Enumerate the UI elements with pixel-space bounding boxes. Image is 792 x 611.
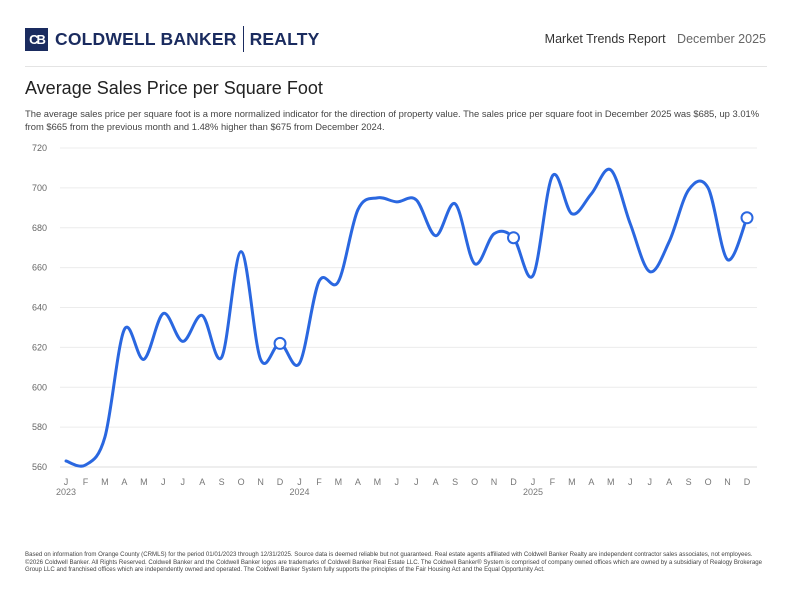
- y-tick-label: 560: [32, 462, 47, 472]
- y-tick-label: 580: [32, 422, 47, 432]
- x-tick-label: M: [335, 477, 343, 487]
- x-tick-label: J: [161, 477, 166, 487]
- y-tick-label: 720: [32, 143, 47, 153]
- x-tick-label: D: [744, 477, 751, 487]
- x-tick-label: A: [588, 477, 594, 487]
- x-tick-label: J: [647, 477, 652, 487]
- x-tick-label: D: [510, 477, 517, 487]
- x-tick-label: F: [316, 477, 322, 487]
- y-tick-label: 620: [32, 342, 47, 352]
- x-tick-label: A: [121, 477, 127, 487]
- x-tick-label: S: [452, 477, 458, 487]
- y-tick-label: 600: [32, 382, 47, 392]
- x-tick-label: A: [199, 477, 205, 487]
- year-label: 2023: [56, 487, 76, 497]
- logo-divider: [242, 26, 244, 52]
- x-tick-label: J: [628, 477, 633, 487]
- x-tick-label: M: [140, 477, 148, 487]
- x-tick-label: N: [257, 477, 264, 487]
- x-tick-label: F: [550, 477, 556, 487]
- highlight-point: [273, 336, 287, 350]
- page-title: Average Sales Price per Square Foot: [25, 78, 323, 98]
- brand-sub: REALTY: [249, 28, 320, 49]
- x-tick-label: F: [83, 477, 89, 487]
- x-tick-label: A: [355, 477, 361, 487]
- x-tick-label: O: [705, 477, 712, 487]
- x-tick-label: J: [64, 477, 69, 487]
- x-tick-label: S: [219, 477, 225, 487]
- x-tick-label: N: [491, 477, 498, 487]
- x-tick-label: M: [607, 477, 615, 487]
- x-tick-label: O: [238, 477, 245, 487]
- highlight-point: [507, 231, 521, 245]
- x-tick-label: A: [666, 477, 672, 487]
- x-tick-label: J: [395, 477, 400, 487]
- report-date: December 2025: [677, 32, 766, 46]
- footer-disclaimer: Based on information from Orange County …: [25, 551, 762, 574]
- x-tick-label: N: [724, 477, 731, 487]
- report-title: Market Trends Report: [544, 32, 666, 46]
- series-line: [64, 167, 749, 468]
- x-tick-label: M: [568, 477, 576, 487]
- x-tick-label: D: [277, 477, 284, 487]
- x-tick-label: M: [101, 477, 109, 487]
- x-tick-label: S: [686, 477, 692, 487]
- x-tick-label: A: [433, 477, 439, 487]
- description: The average sales price per square foot …: [25, 108, 760, 132]
- x-tick-label: J: [297, 477, 302, 487]
- y-tick-label: 640: [32, 303, 47, 313]
- x-tick-label: O: [471, 477, 478, 487]
- x-tick-label: M: [374, 477, 382, 487]
- year-label: 2025: [523, 487, 543, 497]
- x-tick-label: J: [531, 477, 536, 487]
- highlight-point: [740, 211, 754, 225]
- year-label: 2024: [289, 487, 309, 497]
- coldwell-banker-logo: CB COLDWELL BANKER REALTY: [25, 26, 319, 52]
- y-tick-label: 700: [32, 183, 47, 193]
- x-tick-label: J: [414, 477, 419, 487]
- brand-name: COLDWELL BANKER: [55, 28, 237, 49]
- report-info: Market Trends Report December 2025: [545, 32, 766, 46]
- header-divider: [25, 66, 767, 67]
- y-tick-label: 680: [32, 223, 47, 233]
- y-tick-label: 660: [32, 263, 47, 273]
- logo-mark: CB: [25, 27, 48, 51]
- x-tick-label: J: [180, 477, 185, 487]
